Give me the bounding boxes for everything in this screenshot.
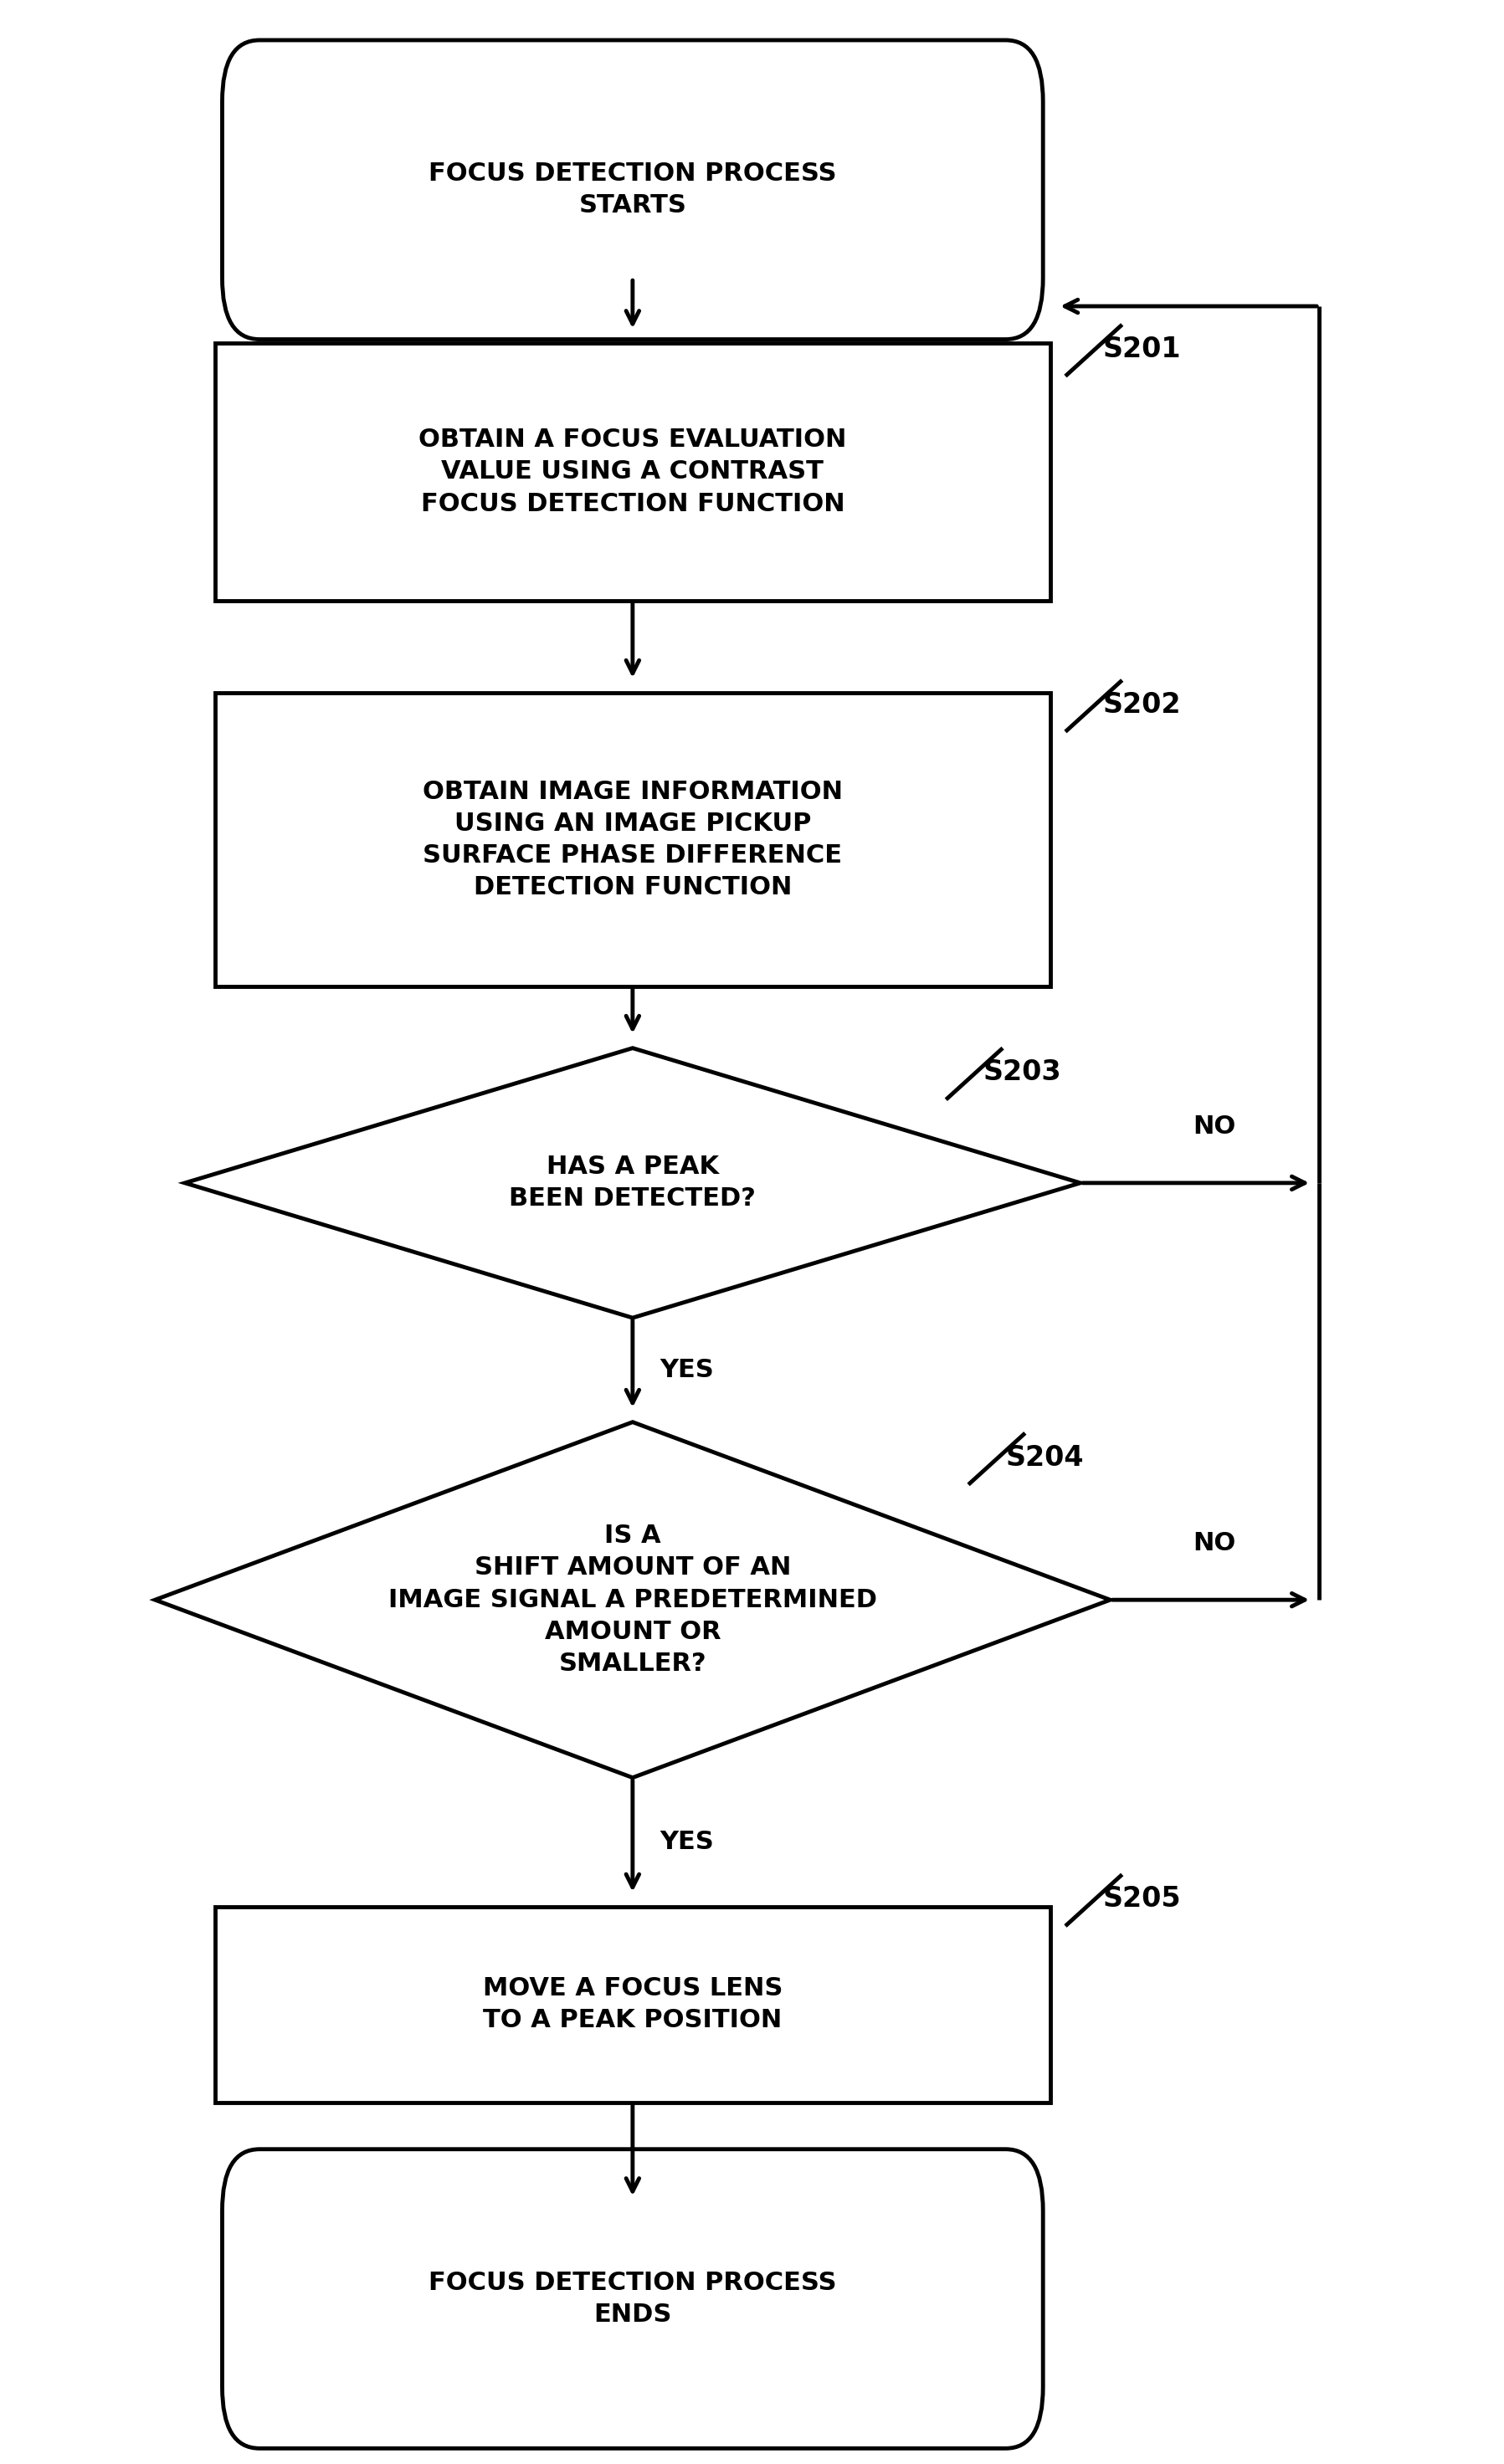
Text: NO: NO bbox=[1193, 1533, 1236, 1555]
Text: S201: S201 bbox=[1102, 335, 1181, 362]
Bar bbox=[215, 692, 1050, 986]
FancyBboxPatch shape bbox=[223, 39, 1042, 340]
Polygon shape bbox=[185, 1047, 1080, 1318]
Text: IS A
SHIFT AMOUNT OF AN
IMAGE SIGNAL A PREDETERMINED
AMOUNT OR
SMALLER?: IS A SHIFT AMOUNT OF AN IMAGE SIGNAL A P… bbox=[388, 1523, 877, 1676]
Text: HAS A PEAK
BEEN DETECTED?: HAS A PEAK BEEN DETECTED? bbox=[510, 1156, 757, 1212]
Text: MOVE A FOCUS LENS
TO A PEAK POSITION: MOVE A FOCUS LENS TO A PEAK POSITION bbox=[483, 1976, 782, 2033]
Text: YES: YES bbox=[659, 1831, 714, 1855]
FancyBboxPatch shape bbox=[223, 2149, 1042, 2449]
Bar bbox=[215, 342, 1050, 601]
Text: S204: S204 bbox=[1006, 1444, 1084, 1471]
Bar bbox=[215, 1907, 1050, 2102]
Text: S205: S205 bbox=[1102, 1885, 1181, 1912]
Text: S203: S203 bbox=[984, 1060, 1062, 1087]
Text: OBTAIN IMAGE INFORMATION
USING AN IMAGE PICKUP
SURFACE PHASE DIFFERENCE
DETECTIO: OBTAIN IMAGE INFORMATION USING AN IMAGE … bbox=[423, 779, 842, 899]
Text: NO: NO bbox=[1193, 1114, 1236, 1138]
Text: YES: YES bbox=[659, 1358, 714, 1382]
Text: S202: S202 bbox=[1102, 690, 1181, 719]
Text: FOCUS DETECTION PROCESS
STARTS: FOCUS DETECTION PROCESS STARTS bbox=[429, 163, 836, 217]
Polygon shape bbox=[155, 1422, 1110, 1777]
Text: OBTAIN A FOCUS EVALUATION
VALUE USING A CONTRAST
FOCUS DETECTION FUNCTION: OBTAIN A FOCUS EVALUATION VALUE USING A … bbox=[418, 429, 847, 515]
Text: FOCUS DETECTION PROCESS
ENDS: FOCUS DETECTION PROCESS ENDS bbox=[429, 2272, 836, 2326]
